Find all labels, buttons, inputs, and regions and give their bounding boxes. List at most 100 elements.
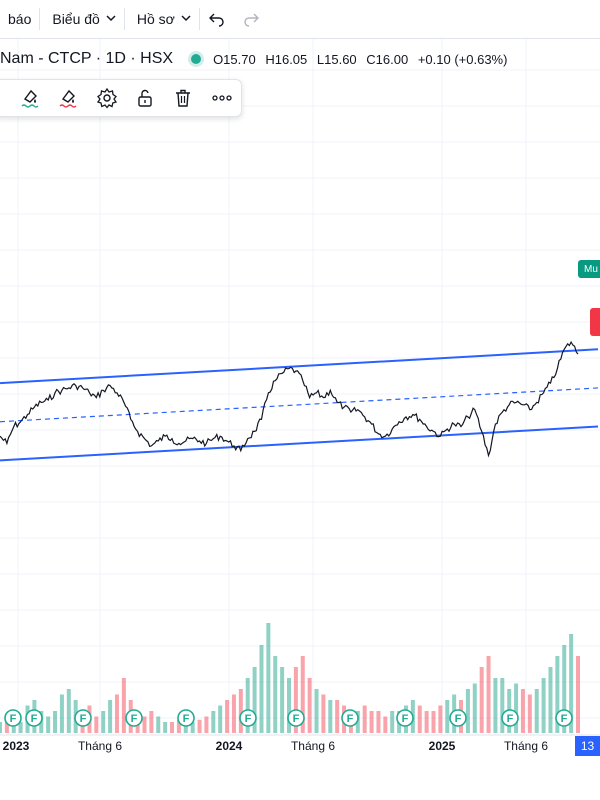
volume-bar (424, 711, 429, 733)
volume-bar (300, 656, 305, 733)
channel-line-upper (0, 348, 599, 385)
toolbar-divider (39, 8, 41, 30)
date-badge-label: 13 (580, 739, 595, 753)
svg-text:F: F (455, 713, 462, 725)
dividend-marker: F (287, 709, 305, 727)
volume-bar (142, 716, 147, 733)
dividend-marker: F (4, 709, 22, 727)
volume-bar (376, 711, 381, 733)
x-axis-label: 2025 (429, 739, 456, 753)
svg-text:F: F (507, 713, 514, 725)
svg-text:F: F (293, 713, 300, 725)
volume-bar (548, 667, 553, 733)
toolbar-item-bao[interactable]: báo (0, 0, 39, 38)
svg-text:F: F (347, 713, 354, 725)
current-date-badge: 13 (575, 736, 600, 756)
price-line (0, 340, 579, 458)
toolbar-divider (198, 8, 200, 30)
volume-bar (445, 700, 450, 733)
more-icon[interactable] (203, 79, 241, 117)
volume-bar (472, 683, 477, 733)
volume-bar (101, 711, 106, 733)
symbol-title[interactable]: Nam - CTCP · 1D · HSX (0, 50, 174, 67)
x-axis-label: Tháng 6 (291, 739, 335, 753)
dividend-marker: F (555, 709, 573, 727)
redo-icon[interactable] (234, 0, 268, 38)
close-value: C16.00 (366, 51, 409, 67)
svg-text:F: F (402, 713, 409, 725)
volume-bar (335, 700, 340, 733)
dividend-marker: F (177, 709, 195, 727)
volume-bar (555, 656, 560, 733)
dividend-marker: F (74, 709, 92, 727)
chevron-down-icon (106, 13, 116, 26)
low-value: L15.60 (316, 51, 357, 67)
volume-bar (108, 700, 113, 733)
volume-bar (562, 645, 567, 733)
volume-bar (293, 667, 298, 733)
volume-bar (149, 711, 154, 733)
volume-bar (500, 678, 505, 733)
open-value: O15.70 (213, 51, 256, 67)
volume-bar (493, 678, 498, 733)
svg-text:F: F (80, 713, 87, 725)
volume-bar (527, 694, 532, 733)
dividend-marker: F (501, 709, 519, 727)
volume-bar (176, 719, 181, 733)
volume-bar (280, 667, 285, 733)
unlock-icon[interactable] (126, 79, 164, 117)
volume-bar (486, 656, 491, 733)
volume-bar (465, 689, 470, 733)
svg-text:F: F (31, 713, 38, 725)
toolbar-item-label: báo (8, 11, 32, 27)
volume-bar (121, 678, 126, 733)
volume-bar (369, 711, 374, 733)
volume-bar (170, 722, 175, 733)
dividend-marker: F (239, 709, 257, 727)
x-axis-label: Tháng 6 (78, 739, 122, 753)
volume-bar (66, 689, 71, 733)
volume-bar (156, 716, 161, 733)
svg-text:F: F (183, 713, 190, 725)
dividend-marker: F (25, 709, 43, 727)
x-axis-label: 2024 (216, 739, 243, 753)
volume-bar (46, 716, 51, 733)
x-axis-label: 2023 (3, 739, 30, 753)
volume-bar (238, 689, 243, 733)
toolbar-item-profile[interactable]: Hồ sơ (125, 0, 199, 38)
volume-bar (163, 722, 168, 733)
svg-text:F: F (245, 713, 252, 725)
volume-bar (4, 716, 9, 733)
settings-icon[interactable] (88, 79, 126, 117)
toolbar-item-chart[interactable]: Biểu đồ (40, 0, 123, 38)
change-value: +0.10 (+0.63%) (417, 51, 508, 67)
channel-line-lower (0, 425, 599, 462)
volume-bar (514, 683, 519, 733)
trash-icon[interactable] (164, 79, 202, 117)
volume-bar (59, 694, 64, 733)
volume-bar (53, 711, 58, 733)
undo-icon[interactable] (200, 0, 234, 38)
volume-bar (520, 689, 525, 733)
dividend-markers: F F F F F F F F F F FF (4, 709, 573, 727)
fill-color-icon[interactable] (49, 79, 87, 117)
volume-bar (259, 645, 264, 733)
volume-bar (390, 711, 395, 733)
volume-bar (321, 694, 326, 733)
volume-bar (287, 678, 291, 733)
volume-bar (114, 694, 119, 733)
line-color-icon[interactable] (11, 79, 49, 117)
volume-bar (576, 656, 580, 733)
svg-text:F: F (10, 713, 17, 725)
volume-bar (362, 705, 367, 733)
volume-bar (479, 667, 484, 733)
svg-text:F: F (561, 713, 568, 725)
market-status-dot (191, 54, 202, 64)
toolbar-divider (123, 8, 125, 30)
svg-text:F: F (131, 713, 138, 725)
price-tag-green[interactable]: Mu (578, 260, 600, 278)
price-tag-red[interactable] (590, 308, 600, 336)
volume-bar (273, 656, 278, 733)
volume-bar (190, 722, 195, 733)
